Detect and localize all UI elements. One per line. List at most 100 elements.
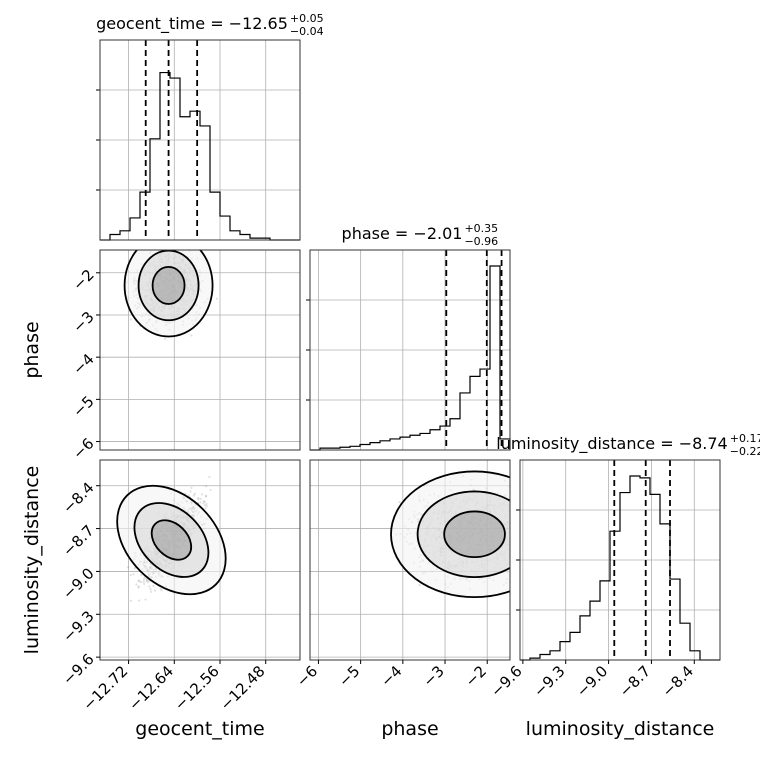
sample-point <box>398 501 401 504</box>
sample-point <box>149 590 153 593</box>
sample-point <box>159 233 161 235</box>
sample-point <box>515 526 517 528</box>
sample-point <box>143 582 146 585</box>
sample-point <box>517 505 519 507</box>
hist-panel-phase: phase = −2.01 +0.35−0.96 <box>306 222 511 451</box>
sample-point <box>539 497 541 499</box>
sample-point <box>142 580 145 583</box>
contour-line <box>133 502 210 578</box>
sample-point <box>148 585 151 588</box>
sample-point <box>526 548 528 550</box>
sample-point <box>513 531 515 533</box>
x-tick-label: −12.48 <box>217 662 269 714</box>
sample-point <box>512 517 514 519</box>
panel-frame <box>309 459 511 661</box>
sample-point <box>514 539 516 541</box>
contour-line <box>390 470 510 599</box>
histogram-luminosity_distance <box>520 475 720 661</box>
sample-point <box>513 540 515 542</box>
sample-point <box>137 599 141 602</box>
sample-point <box>418 584 421 587</box>
panel-frame <box>99 39 301 241</box>
sample-point <box>547 533 549 535</box>
sample-point <box>516 537 518 539</box>
sample-point <box>513 518 515 520</box>
sample-point <box>166 244 168 246</box>
x-tick-label: −12.56 <box>171 662 223 714</box>
title-plus-error: +0.17 <box>730 432 760 445</box>
sample-point <box>547 549 549 551</box>
hist-panel-geocent_time: geocent_time = −12.65 +0.05−0.04 <box>96 12 324 241</box>
title-minus-error: −0.96 <box>464 235 498 248</box>
title-geocent_time: geocent_time = −12.65 <box>96 14 288 34</box>
sample-point <box>189 490 192 493</box>
x-axis-label-geocent_time: geocent_time <box>135 718 264 740</box>
sample-point <box>513 536 515 538</box>
sample-point <box>199 497 202 500</box>
sample-point <box>190 247 192 249</box>
sample-point <box>511 538 513 540</box>
sample-point <box>518 552 520 554</box>
y-tick-label: −4 <box>69 350 97 378</box>
histogram-geocent_time <box>100 71 300 241</box>
sample-point <box>135 583 138 586</box>
sample-point <box>199 501 202 504</box>
sample-point <box>144 598 147 601</box>
sample-point <box>137 586 140 589</box>
y-tick-label: −3 <box>69 308 97 336</box>
sample-point <box>162 236 164 238</box>
sample-point <box>137 585 141 588</box>
sample-point <box>192 236 194 238</box>
sample-point <box>205 485 208 488</box>
sample-point <box>517 514 519 516</box>
sample-point <box>204 495 208 498</box>
sample-point <box>202 502 205 505</box>
contour-line <box>116 484 227 596</box>
sample-point <box>514 557 516 559</box>
panel-frame <box>519 459 721 661</box>
panel-geocent_time-vs-phase <box>99 233 301 451</box>
sample-point <box>133 567 136 570</box>
sample-point <box>512 504 514 506</box>
y-tick-label: −5 <box>69 392 97 420</box>
sample-point <box>163 237 165 239</box>
x-tick-label: −9.0 <box>573 662 611 700</box>
sample-point <box>534 528 536 530</box>
hist-panel-luminosity_distance: luminosity_distance = −8.74 +0.17−0.22 <box>496 432 760 661</box>
sample-point <box>156 247 158 249</box>
sample-point <box>530 584 532 586</box>
sample-point <box>517 534 519 536</box>
sample-point <box>129 574 132 577</box>
density-level <box>444 511 505 558</box>
sample-point <box>160 589 163 592</box>
sample-point <box>511 491 513 493</box>
title-luminosity_distance: luminosity_distance = −8.74 <box>496 434 727 454</box>
x-axis-label-phase: phase <box>381 718 438 740</box>
sample-point <box>511 543 513 545</box>
contour-line <box>150 519 193 561</box>
sample-point <box>520 532 522 534</box>
x-tick-label: −8.4 <box>659 662 697 700</box>
y-tick-label: −8.7 <box>59 522 97 560</box>
panel-frame <box>99 459 301 661</box>
panel-geocent_time-vs-luminosity_distance <box>99 459 301 661</box>
sample-point <box>524 513 526 515</box>
sample-point <box>548 525 550 527</box>
x-tick-label: −9.3 <box>530 662 568 700</box>
sample-point <box>208 475 211 479</box>
sample-point <box>523 529 525 531</box>
sample-point <box>516 517 518 519</box>
y-axis-label-phase: phase <box>21 321 43 378</box>
sample-point <box>183 244 185 246</box>
panel-phase-vs-luminosity_distance <box>309 459 550 661</box>
sample-point <box>139 581 143 584</box>
sample-point <box>531 519 533 521</box>
contour-line <box>123 250 214 338</box>
contour-line <box>151 265 186 305</box>
sample-point <box>175 245 177 247</box>
sample-point <box>153 589 157 592</box>
y-tick-label: −2 <box>69 266 97 294</box>
sample-point <box>189 235 191 237</box>
sample-point <box>132 573 135 576</box>
sample-point <box>531 550 533 552</box>
